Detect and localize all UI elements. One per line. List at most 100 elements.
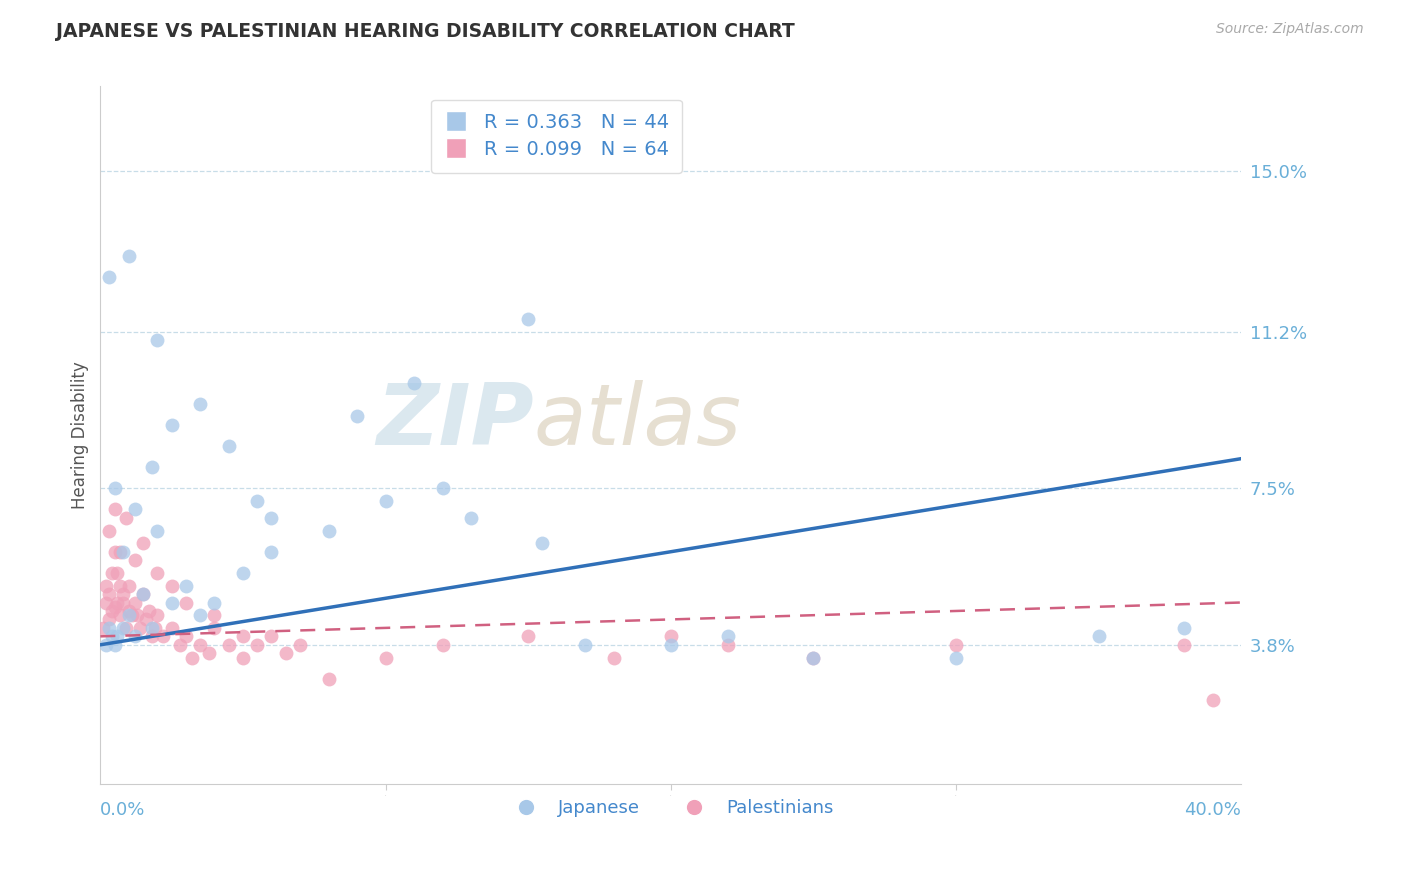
Point (124, 629, 146, 643)
Point (112, 595, 135, 609)
Point (174, 595, 197, 609)
Point (132, 587, 155, 601)
Point (107, 595, 129, 609)
Point (100, 629, 122, 643)
Point (197, 646, 219, 660)
Point (97, 524, 120, 538)
Point (174, 578, 197, 592)
Point (146, 566, 169, 580)
Point (318, 524, 340, 538)
Point (160, 417, 183, 432)
Text: 0.0%: 0.0% (100, 801, 146, 819)
Point (107, 566, 129, 580)
Point (141, 629, 163, 643)
Point (945, 650, 967, 665)
Point (132, 536, 155, 550)
Point (204, 621, 226, 635)
Point (246, 638, 269, 652)
Point (801, 650, 824, 665)
Point (801, 650, 824, 665)
Point (1173, 638, 1195, 652)
Point (260, 545, 283, 559)
Point (374, 494, 396, 508)
Point (1201, 693, 1223, 707)
Point (717, 638, 740, 652)
Point (115, 511, 138, 525)
Point (104, 481, 127, 495)
Point (146, 333, 169, 347)
Point (97, 621, 120, 635)
Point (127, 608, 149, 623)
Point (603, 650, 626, 665)
Point (91, 621, 114, 635)
Point (100, 604, 122, 618)
Point (574, 638, 596, 652)
Point (112, 621, 135, 635)
Point (232, 650, 254, 665)
Point (112, 545, 135, 559)
Point (104, 502, 127, 516)
Point (104, 599, 127, 614)
Point (135, 612, 157, 626)
Point (174, 629, 197, 643)
Text: atlas: atlas (534, 380, 742, 463)
Point (124, 595, 146, 609)
Point (232, 629, 254, 643)
Point (945, 638, 967, 652)
Point (432, 638, 454, 652)
Point (204, 608, 226, 623)
Point (160, 621, 183, 635)
Point (141, 621, 163, 635)
Point (146, 608, 169, 623)
Text: 40.0%: 40.0% (1184, 801, 1241, 819)
Text: JAPANESE VS PALESTINIAN HEARING DISABILITY CORRELATION CHART: JAPANESE VS PALESTINIAN HEARING DISABILI… (56, 22, 794, 41)
Point (110, 545, 132, 559)
Point (118, 249, 141, 263)
Legend: Japanese, Palestinians: Japanese, Palestinians (501, 792, 841, 824)
Point (118, 578, 141, 592)
Point (517, 629, 540, 643)
Y-axis label: Hearing Disability: Hearing Disability (72, 361, 89, 509)
Point (146, 524, 169, 538)
Point (318, 672, 340, 686)
Point (260, 629, 283, 643)
Text: ZIP: ZIP (377, 380, 534, 463)
Point (232, 566, 254, 580)
Point (346, 409, 368, 424)
Point (288, 638, 311, 652)
Point (124, 502, 146, 516)
Point (260, 511, 283, 525)
Point (1173, 621, 1195, 635)
Point (129, 621, 152, 635)
Point (104, 545, 127, 559)
Point (188, 397, 211, 411)
Point (104, 638, 127, 652)
Point (138, 604, 160, 618)
Point (517, 312, 540, 326)
Point (160, 595, 183, 609)
Point (97, 269, 120, 284)
Point (531, 536, 554, 550)
Point (94, 578, 117, 592)
Point (94, 638, 117, 652)
Point (160, 578, 183, 592)
Point (94, 595, 117, 609)
Point (110, 578, 132, 592)
Point (97, 612, 120, 626)
Point (118, 608, 141, 623)
Point (152, 629, 174, 643)
Point (141, 460, 163, 475)
Point (274, 646, 297, 660)
Point (115, 621, 138, 635)
Point (460, 511, 482, 525)
Point (112, 587, 135, 601)
Point (1087, 629, 1109, 643)
Point (218, 439, 240, 453)
Point (374, 650, 396, 665)
Text: Source: ZipAtlas.com: Source: ZipAtlas.com (1216, 22, 1364, 37)
Point (118, 604, 141, 618)
Point (404, 376, 426, 390)
Point (121, 608, 143, 623)
Point (659, 638, 682, 652)
Point (110, 608, 132, 623)
